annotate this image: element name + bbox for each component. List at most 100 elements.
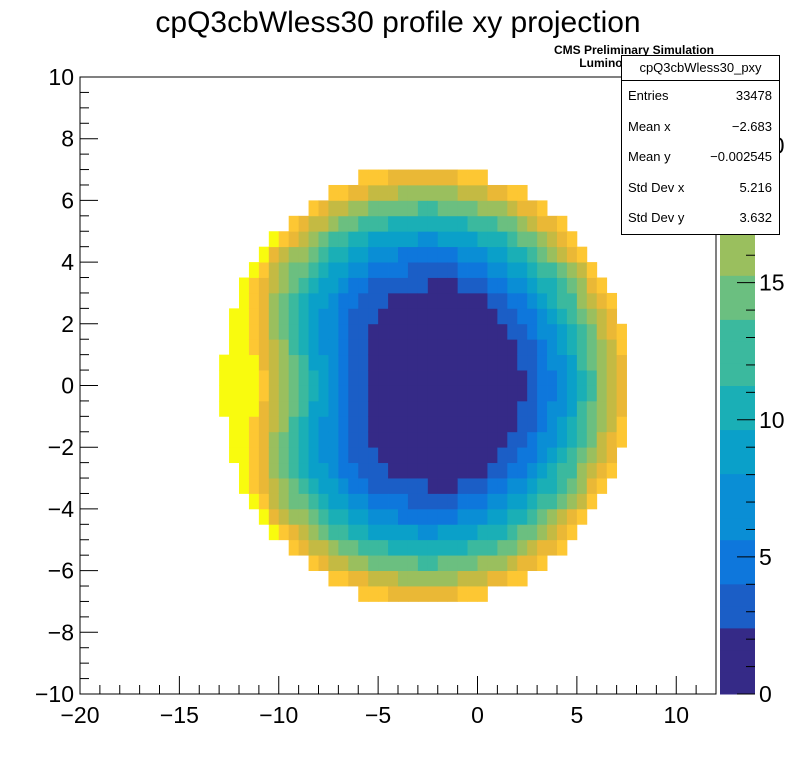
heatmap-cell: [229, 354, 240, 371]
heatmap-cell: [507, 215, 518, 232]
heatmap-cell: [288, 262, 300, 278]
heatmap-cell: [537, 508, 548, 525]
heatmap-cell: [378, 586, 389, 602]
heatmap-cell: [348, 262, 359, 278]
heatmap-cell: [467, 231, 478, 248]
heatmap-cell: [288, 354, 300, 371]
heatmap-cell: [477, 586, 488, 602]
heatmap-cell: [457, 339, 468, 356]
heatmap-cell: [417, 292, 429, 309]
heatmap-cell: [328, 308, 339, 325]
heatmap-cell: [388, 184, 399, 201]
heatmap-cell: [447, 555, 459, 571]
heatmap-cell: [427, 586, 439, 602]
heatmap-cell: [457, 570, 468, 587]
heatmap-cell: [457, 308, 468, 325]
heatmap-cell: [547, 462, 558, 479]
heatmap-cell: [497, 447, 508, 464]
heatmap-cell: [378, 524, 389, 541]
heatmap-cell: [388, 431, 399, 448]
heatmap-cell: [338, 354, 349, 371]
heatmap-cell: [278, 277, 290, 294]
heatmap-cell: [268, 493, 280, 510]
heatmap-cell: [388, 169, 399, 186]
heatmap-cell: [368, 524, 379, 541]
heatmap-cell: [417, 246, 429, 263]
heatmap-cell: [388, 231, 399, 248]
heatmap-cell: [566, 431, 578, 448]
heatmap-cell: [447, 539, 459, 556]
heatmap-cell: [507, 508, 518, 525]
heatmap-cell: [596, 323, 608, 340]
heatmap-cell: [229, 431, 240, 448]
heatmap-cell: [596, 354, 608, 371]
heatmap-cell: [278, 308, 290, 325]
heatmap-cell: [358, 478, 369, 494]
heatmap-cell: [318, 292, 329, 309]
heatmap-cell: [517, 215, 528, 232]
heatmap-cell: [517, 370, 528, 386]
heatmap-cell: [507, 524, 518, 541]
heatmap-cell: [338, 308, 349, 325]
heatmap-cell: [268, 462, 280, 479]
heatmap-cell: [457, 447, 468, 464]
heatmap-cell: [497, 478, 508, 494]
y-tick-label: −8: [48, 619, 74, 645]
heatmap-cell: [467, 555, 478, 571]
heatmap-cell: [348, 400, 359, 417]
heatmap-cell: [586, 308, 598, 325]
heatmap-cell: [278, 385, 290, 402]
heatmap-cell: [388, 586, 399, 602]
heatmap-cell: [477, 370, 488, 386]
x-tick-label: 10: [663, 702, 689, 728]
heatmap-cell: [457, 508, 468, 525]
heatmap-cell: [338, 570, 349, 587]
heatmap-cell: [298, 524, 309, 541]
heatmap-cell: [487, 462, 498, 479]
heatmap-cell: [467, 215, 478, 232]
heatmap-cell: [298, 462, 309, 479]
heatmap-cell: [586, 462, 598, 479]
heatmap-cell: [517, 200, 528, 217]
heatmap-cell: [318, 215, 329, 232]
heatmap-cell: [258, 339, 270, 356]
heatmap-cell: [398, 308, 409, 325]
heatmap-cell: [358, 385, 369, 402]
heatmap-cell: [447, 524, 459, 541]
heatmap-cell: [517, 447, 528, 464]
heatmap-cell: [358, 169, 369, 186]
heatmap-cell: [348, 431, 359, 448]
heatmap-cell: [298, 508, 309, 525]
heatmap-cell: [586, 431, 598, 448]
heatmap-cell: [338, 231, 349, 248]
heatmap-cell: [328, 447, 339, 464]
colorbar-segment: [720, 451, 755, 475]
heatmap-cell: [318, 385, 329, 402]
heatmap-cell: [248, 262, 260, 278]
heatmap-cell: [417, 493, 429, 510]
heatmap-cell: [417, 539, 429, 556]
heatmap-cell: [527, 262, 538, 278]
heatmap-cell: [258, 400, 270, 417]
heatmap-cell: [378, 354, 389, 371]
heatmap-cell: [288, 493, 300, 510]
heatmap-cell: [557, 478, 568, 494]
heatmap-cell: [467, 447, 478, 464]
heatmap-cell: [358, 462, 369, 479]
heatmap-cell: [417, 400, 429, 417]
heatmap-cell: [447, 400, 459, 417]
heatmap-cell: [527, 339, 538, 356]
heatmap-cell: [576, 308, 588, 325]
heatmap-cell: [576, 292, 588, 309]
heatmap-cell: [417, 339, 429, 356]
heatmap-cell: [566, 370, 578, 386]
heatmap-cell: [248, 493, 260, 510]
heatmap-cell: [537, 292, 548, 309]
heatmap-cell: [547, 508, 558, 525]
heatmap-cell: [517, 246, 528, 263]
heatmap-cell: [368, 262, 379, 278]
heatmap-cell: [288, 400, 300, 417]
heatmap-cell: [318, 524, 329, 541]
heatmap-cell: [497, 323, 508, 340]
heatmap-cell: [318, 555, 329, 571]
